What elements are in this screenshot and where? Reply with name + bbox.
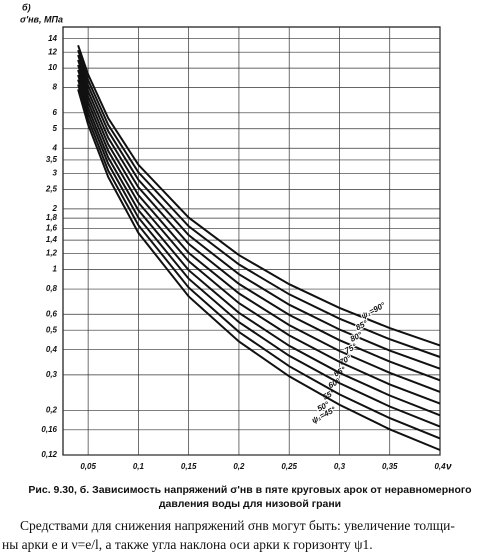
y-tick-label: 4 — [52, 143, 58, 152]
curve — [77, 44, 441, 347]
y-tick-label: 0,6 — [46, 309, 58, 318]
y-tick-label: 10 — [48, 63, 57, 72]
curve — [77, 69, 441, 405]
y-tick-label: 2,5 — [45, 184, 58, 193]
y-tick-label: 1,4 — [46, 235, 58, 244]
body-line: ны арки e и ν=e/l, а также угла наклона … — [2, 537, 373, 552]
y-tick-label: 2 — [52, 204, 58, 213]
curve — [77, 54, 441, 370]
x-axis-label: ν — [446, 462, 452, 473]
y-tick-label: 3 — [53, 169, 58, 178]
curve — [77, 49, 441, 358]
y-tick-label: 8 — [53, 83, 58, 92]
caption-line: Рис. 9.30, б. Зависимость напряжений σ'н… — [28, 484, 471, 496]
panel-label: б) — [22, 2, 31, 12]
x-tick-label: 0,3 — [334, 462, 346, 471]
y-tick-label: 1,2 — [46, 249, 58, 258]
x-tick-label: 0,35 — [382, 462, 398, 471]
curve — [77, 59, 441, 382]
y-tick-label: 0,8 — [46, 284, 58, 293]
y-tick-label: 1,8 — [46, 213, 58, 222]
y-tick-label: 0,16 — [41, 425, 57, 434]
curve — [77, 89, 441, 451]
y-tick-label: 0,3 — [46, 370, 58, 379]
y-tick-label: 3,5 — [46, 155, 58, 164]
curve-label: 80° — [349, 330, 365, 344]
y-tick-label: 14 — [48, 34, 57, 43]
x-tick-label: 0,2 — [233, 462, 245, 471]
y-tick-label: 1,6 — [46, 224, 58, 233]
body-line: Средствами для снижения напряжений σнв м… — [20, 518, 455, 533]
y-tick-label: 12 — [48, 47, 57, 56]
caption-line: давления воды для низовой грани — [159, 498, 341, 510]
x-tick-label: 0,15 — [181, 462, 197, 471]
x-tick-label: 0,1 — [133, 462, 145, 471]
y-tick-label: 6 — [53, 108, 58, 117]
curve — [77, 79, 441, 428]
y-tick-label: 0,12 — [41, 450, 57, 459]
y-tick-label: 0,4 — [46, 345, 58, 354]
x-tick-label: 0,4 — [434, 462, 446, 471]
y-axis-label: σ'нв, МПа — [20, 14, 63, 24]
x-tick-label: 0,25 — [281, 462, 297, 471]
y-tick-label: 0,5 — [46, 325, 58, 334]
curve — [77, 64, 441, 393]
y-tick-label: 1 — [53, 265, 58, 274]
y-tick-label: 5 — [53, 124, 58, 133]
x-tick-label: 0,05 — [80, 462, 96, 471]
curve — [77, 84, 441, 440]
plot-frame — [62, 26, 441, 456]
y-tick-label: 0,2 — [46, 405, 58, 414]
curve — [77, 74, 441, 417]
curve-label: ψ₁=90° — [360, 300, 388, 320]
